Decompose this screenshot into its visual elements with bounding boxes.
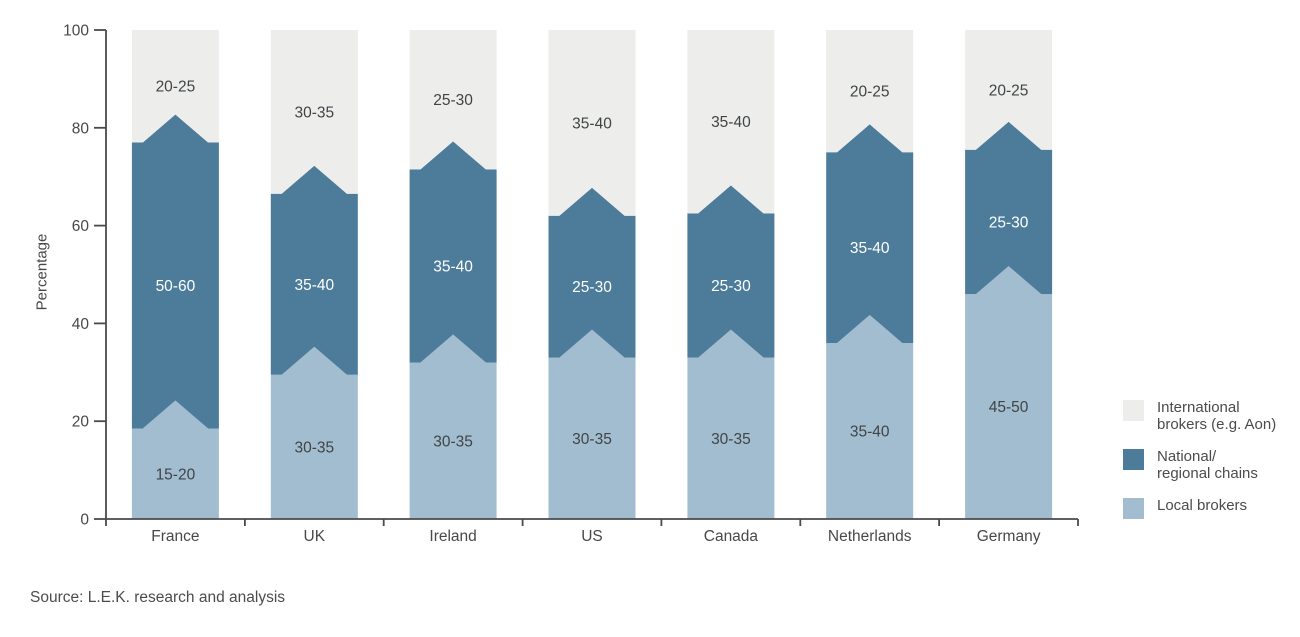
legend-item-international: International brokers (e.g. Aon) <box>1123 399 1277 433</box>
bar-label-france-local: 15-20 <box>156 466 196 483</box>
bar-label-netherlands-international: 20-25 <box>850 84 890 101</box>
bar-segment-netherlands-international <box>826 30 914 153</box>
bar-label-us-local: 30-35 <box>572 431 612 448</box>
legend-label-international-brokers: International brokers (e.g. Aon) <box>1157 399 1277 433</box>
bar-label-us-national: 25-30 <box>572 279 612 296</box>
bar-segment-germany-international <box>965 30 1053 150</box>
bar-segment-uk-local <box>270 346 358 519</box>
bar-segment-canada-international <box>687 30 775 214</box>
x-tick-label-canada: Canada <box>704 528 759 545</box>
bar-segment-france-local <box>131 400 219 519</box>
bar-segment-canada-local <box>687 329 775 519</box>
x-tick-label-netherlands: Netherlands <box>828 528 912 545</box>
bar-segment-germany-local <box>965 266 1053 519</box>
y-tick-label-60: 60 <box>72 218 90 235</box>
y-tick-label-0: 0 <box>80 512 89 529</box>
bar-segment-ireland-local <box>409 334 497 519</box>
bar-label-ireland-local: 30-35 <box>433 433 473 450</box>
legend-swatch-national-regional-chains <box>1123 449 1144 470</box>
bar-label-us-international: 35-40 <box>572 115 612 132</box>
bar-segment-germany-national <box>965 121 1053 295</box>
bar-segment-uk-international <box>270 30 358 194</box>
legend-item-national: National/ regional chains <box>1123 448 1258 482</box>
legend-label-local-brokers: Local brokers <box>1157 497 1248 514</box>
bar-label-ireland-international: 25-30 <box>433 92 473 109</box>
bar-label-uk-national: 35-40 <box>294 277 334 294</box>
bar-label-ireland-national: 35-40 <box>433 258 473 275</box>
x-tick-label-uk: UK <box>304 528 326 545</box>
x-tick-label-us: US <box>581 528 603 545</box>
y-tick-label-20: 20 <box>72 414 90 431</box>
bar-label-germany-local: 45-50 <box>989 399 1029 416</box>
legend-swatch-local-brokers <box>1123 498 1144 519</box>
legend-item-local: Local brokers <box>1123 497 1248 519</box>
bar-label-germany-national: 25-30 <box>989 214 1029 231</box>
y-axis-title: Percentage <box>33 233 51 311</box>
y-tick-label-40: 40 <box>72 316 90 333</box>
bar-label-germany-international: 20-25 <box>989 82 1029 99</box>
bar-segment-us-international <box>548 30 636 216</box>
bar-segment-ireland-international <box>409 30 497 170</box>
x-tick-label-ireland: Ireland <box>429 528 476 545</box>
x-tick-label-france: France <box>151 528 199 545</box>
legend-swatch-international-brokers <box>1123 400 1144 421</box>
bar-label-france-national: 50-60 <box>156 278 196 295</box>
bar-label-uk-local: 30-35 <box>294 439 334 456</box>
bar-segment-uk-national <box>270 165 358 375</box>
bar-label-uk-international: 30-35 <box>294 104 334 121</box>
bar-label-netherlands-national: 35-40 <box>850 240 890 257</box>
y-tick-label-80: 80 <box>72 120 90 137</box>
x-tick-label-germany: Germany <box>977 528 1041 545</box>
bar-label-canada-international: 35-40 <box>711 114 751 131</box>
source-note: Source: L.E.K. research and analysis <box>30 589 286 606</box>
bar-segment-netherlands-national <box>826 124 914 343</box>
bar-segment-us-national <box>548 187 636 358</box>
y-tick-label-100: 100 <box>63 23 89 40</box>
bar-segment-france-international <box>131 30 219 143</box>
bar-label-france-international: 20-25 <box>156 79 196 96</box>
bar-segment-ireland-national <box>409 141 497 363</box>
bar-label-netherlands-local: 35-40 <box>850 424 890 441</box>
bar-label-canada-local: 30-35 <box>711 431 751 448</box>
bar-segment-us-local <box>548 329 636 519</box>
bar-segment-canada-national <box>687 185 775 358</box>
bar-segment-netherlands-local <box>826 315 914 519</box>
bar-segment-france-national <box>131 114 219 429</box>
legend-label-national-regional-chains: National/ regional chains <box>1157 448 1258 482</box>
bar-label-canada-national: 25-30 <box>711 278 751 295</box>
